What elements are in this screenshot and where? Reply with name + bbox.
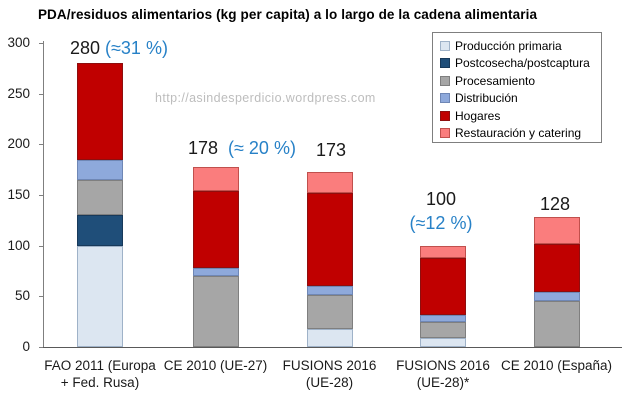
bar-total-value: 280 [70,38,101,58]
legend-label: Hogares [455,108,501,123]
bar-pct-label: (≈31 %) [105,38,168,58]
y-tick [39,347,43,348]
y-tick [39,144,43,146]
y-tick-label: 200 [7,136,30,152]
bar-total-label: 178 (≈ 20 %) [188,138,296,159]
category-label-line: FAO 2011 (Europa [44,358,156,373]
legend-label: Distribución [455,91,518,106]
y-tick [39,245,43,247]
category-label-line: CE 2010 (UE-27) [163,358,268,373]
bar-segment [306,295,353,329]
legend-swatch [440,58,450,69]
watermark: http://asindesperdicio.wordpress.com [155,91,376,105]
bar-segment [420,257,466,315]
y-tick-label: 0 [22,339,30,354]
y-axis-line [43,41,44,347]
x-axis-line [43,347,622,348]
bar-2 [192,166,239,347]
bar-segment [192,191,239,268]
y-tick [39,43,43,44]
legend-item: Postcosecha/postcaptura [440,55,601,73]
bar-pct-label: (≈ 20 %) [228,138,296,158]
legend-swatch [440,128,450,139]
bar-segment [77,245,123,347]
category-label: CE 2010 (UE-27) [131,357,301,374]
y-tick [39,195,43,196]
bar-pct-box: (≈12 %) [351,213,531,234]
bar-segment [77,179,123,216]
bar-segment [533,292,580,302]
bar-segment [306,171,353,194]
bar-segment [306,328,353,347]
bar-segment [77,63,123,160]
legend-label: Producción primaria [455,38,562,53]
y-tick-label: 150 [7,187,30,202]
legend-item: Producción primaria [440,37,601,55]
bar-5 [533,217,580,347]
bar-segment [306,286,353,296]
bar-total-value: 100 [425,189,457,209]
category-label: FUSIONS 2016 (UE-28) [245,357,415,391]
y-tick [39,296,43,298]
bar-total-label: 100 [351,189,531,210]
bar-1 [77,63,123,347]
legend-item: Procesamiento [440,72,601,90]
bar-total-label: 173 [241,140,421,161]
bar-segment [192,166,239,191]
category-label-line: + Fed. Rusa) [60,375,140,390]
legend-swatch [440,93,450,104]
legend-item: Hogares [440,107,601,125]
chart-title: PDA/residuos alimentarios (kg per capita… [37,7,538,22]
legend-label: Restauración y catering [455,126,582,141]
bar-total-value: 128 [539,194,571,214]
category-label: FUSIONS 2016 (UE-28)* [358,357,528,391]
category-label-line: FUSIONS 2016 [396,358,490,373]
legend-item: Distribución [440,90,601,108]
bar-segment [77,215,123,246]
y-tick-label: 300 [7,35,30,50]
y-tick [39,93,43,95]
bar-segment [533,301,580,347]
bar-total-value: 178 [188,138,219,158]
bar-total-label: 128 [465,194,625,215]
legend-item: Restauración y catering [440,125,601,143]
bar-segment [77,159,123,180]
bar-segment [192,276,239,347]
legend-swatch [440,110,450,121]
legend-swatch [440,75,450,86]
category-label-line: CE 2010 (España) [500,358,613,373]
bar-3 [306,171,353,347]
bar-segment [306,193,353,287]
bar-segment [420,314,466,322]
category-label-line: (UE-28)* [416,375,470,390]
category-label: FAO 2011 (Europa + Fed. Rusa) [15,357,185,391]
bar-segment [533,243,580,293]
bar-4 [420,245,466,347]
bar-pct-label: (≈12 %) [409,213,473,233]
bar-segment [420,245,466,258]
legend-label: Procesamiento [455,73,536,88]
y-tick-label: 50 [14,288,30,304]
bar-segment [420,321,466,338]
bar-segment [420,337,466,347]
category-label-line: FUSIONS 2016 [282,358,377,373]
bar-segment [192,268,239,277]
category-label-line: (UE-28) [305,375,354,390]
category-label: CE 2010 (España) [472,357,625,374]
bar-segment [533,217,580,244]
y-tick-label: 250 [7,85,30,101]
legend-label: Postcosecha/postcaptura [455,56,590,71]
y-tick-label: 100 [7,237,30,253]
legend-swatch [440,40,450,51]
legend: Producción primaria Postcosecha/postcaptu… [432,32,602,143]
bar-total-value: 173 [315,140,347,160]
bar-total-label: 280 (≈31 %) [70,38,168,59]
